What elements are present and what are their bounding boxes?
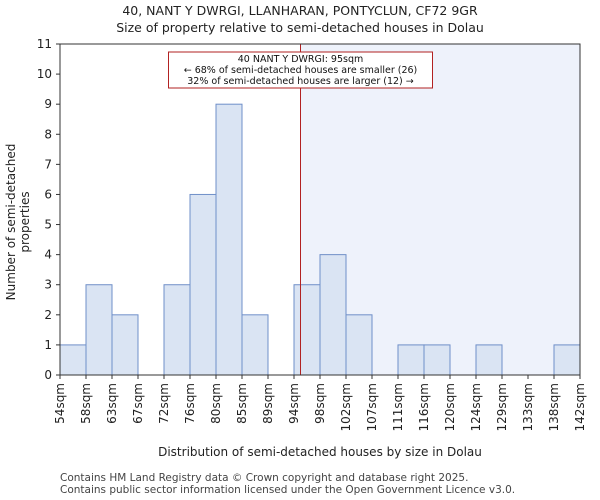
x-tick-label: 76sqm bbox=[183, 383, 197, 424]
annotation-line: 32% of semi-detached houses are larger (… bbox=[187, 76, 414, 87]
x-tick-label: 142sqm bbox=[573, 383, 587, 431]
histogram-bar bbox=[189, 193, 217, 376]
x-tick-label: 138sqm bbox=[547, 383, 561, 431]
y-tick-label: 1 bbox=[44, 338, 52, 352]
histogram-bar bbox=[241, 314, 269, 376]
footer-licence: Contains public sector information licen… bbox=[60, 484, 516, 496]
x-tick-label: 107sqm bbox=[365, 383, 379, 431]
y-tick-label: 7 bbox=[44, 157, 52, 171]
y-tick-label: 4 bbox=[44, 248, 52, 262]
histogram-bar bbox=[319, 254, 347, 376]
x-tick-label: 120sqm bbox=[443, 383, 457, 431]
x-tick-label: 63sqm bbox=[105, 383, 119, 424]
histogram-bar bbox=[215, 103, 243, 376]
histogram-bar bbox=[59, 344, 87, 376]
y-tick-label: 10 bbox=[37, 67, 52, 81]
y-tick-label: 5 bbox=[44, 218, 52, 232]
x-tick-label: 116sqm bbox=[417, 383, 431, 431]
x-tick-label: 94sqm bbox=[287, 383, 301, 424]
y-tick-label: 11 bbox=[37, 37, 52, 51]
chart-title: 40, NANT Y DWRGI, LLANHARAN, PONTYCLUN, … bbox=[122, 3, 478, 18]
x-tick-label: 102sqm bbox=[339, 383, 353, 431]
footer-copyright: Contains HM Land Registry data © Crown c… bbox=[60, 472, 469, 484]
histogram-bar bbox=[111, 314, 139, 376]
x-tick-label: 54sqm bbox=[53, 383, 67, 424]
annotation-line: 40 NANT Y DWRGI: 95sqm bbox=[238, 54, 363, 65]
y-tick-label: 6 bbox=[44, 187, 52, 201]
histogram-bar bbox=[85, 284, 113, 376]
annotation-line: ← 68% of semi-detached houses are smalle… bbox=[184, 65, 418, 76]
y-axis-label: Number of semi-detached properties bbox=[4, 143, 32, 301]
x-tick-label: 89sqm bbox=[261, 383, 275, 424]
histogram-bar bbox=[293, 284, 321, 376]
y-tick-label: 0 bbox=[44, 368, 52, 382]
histogram-bar bbox=[553, 344, 581, 376]
x-tick-label: 58sqm bbox=[79, 383, 93, 424]
histogram-bar bbox=[163, 284, 191, 376]
histogram-bar bbox=[423, 344, 451, 376]
y-tick-label: 9 bbox=[44, 97, 52, 111]
x-tick-label: 111sqm bbox=[391, 383, 405, 431]
x-tick-label: 72sqm bbox=[157, 383, 171, 424]
x-tick-label: 80sqm bbox=[209, 383, 223, 424]
x-tick-label: 67sqm bbox=[131, 383, 145, 424]
y-tick-label: 8 bbox=[44, 127, 52, 141]
x-tick-label: 129sqm bbox=[495, 383, 509, 431]
x-tick-label: 133sqm bbox=[521, 383, 535, 431]
histogram-bar bbox=[475, 344, 503, 376]
x-tick-label: 98sqm bbox=[313, 383, 327, 424]
x-tick-label: 124sqm bbox=[469, 383, 483, 431]
y-tick-label: 3 bbox=[44, 278, 52, 292]
chart-subtitle: Size of property relative to semi-detach… bbox=[116, 20, 484, 35]
annotation-box bbox=[168, 51, 433, 89]
histogram-bar bbox=[345, 314, 373, 376]
x-tick-label: 85sqm bbox=[235, 383, 249, 424]
y-tick-label: 2 bbox=[44, 308, 52, 322]
histogram-bar bbox=[397, 344, 425, 376]
x-axis-label: Distribution of semi-detached houses by … bbox=[158, 445, 482, 459]
